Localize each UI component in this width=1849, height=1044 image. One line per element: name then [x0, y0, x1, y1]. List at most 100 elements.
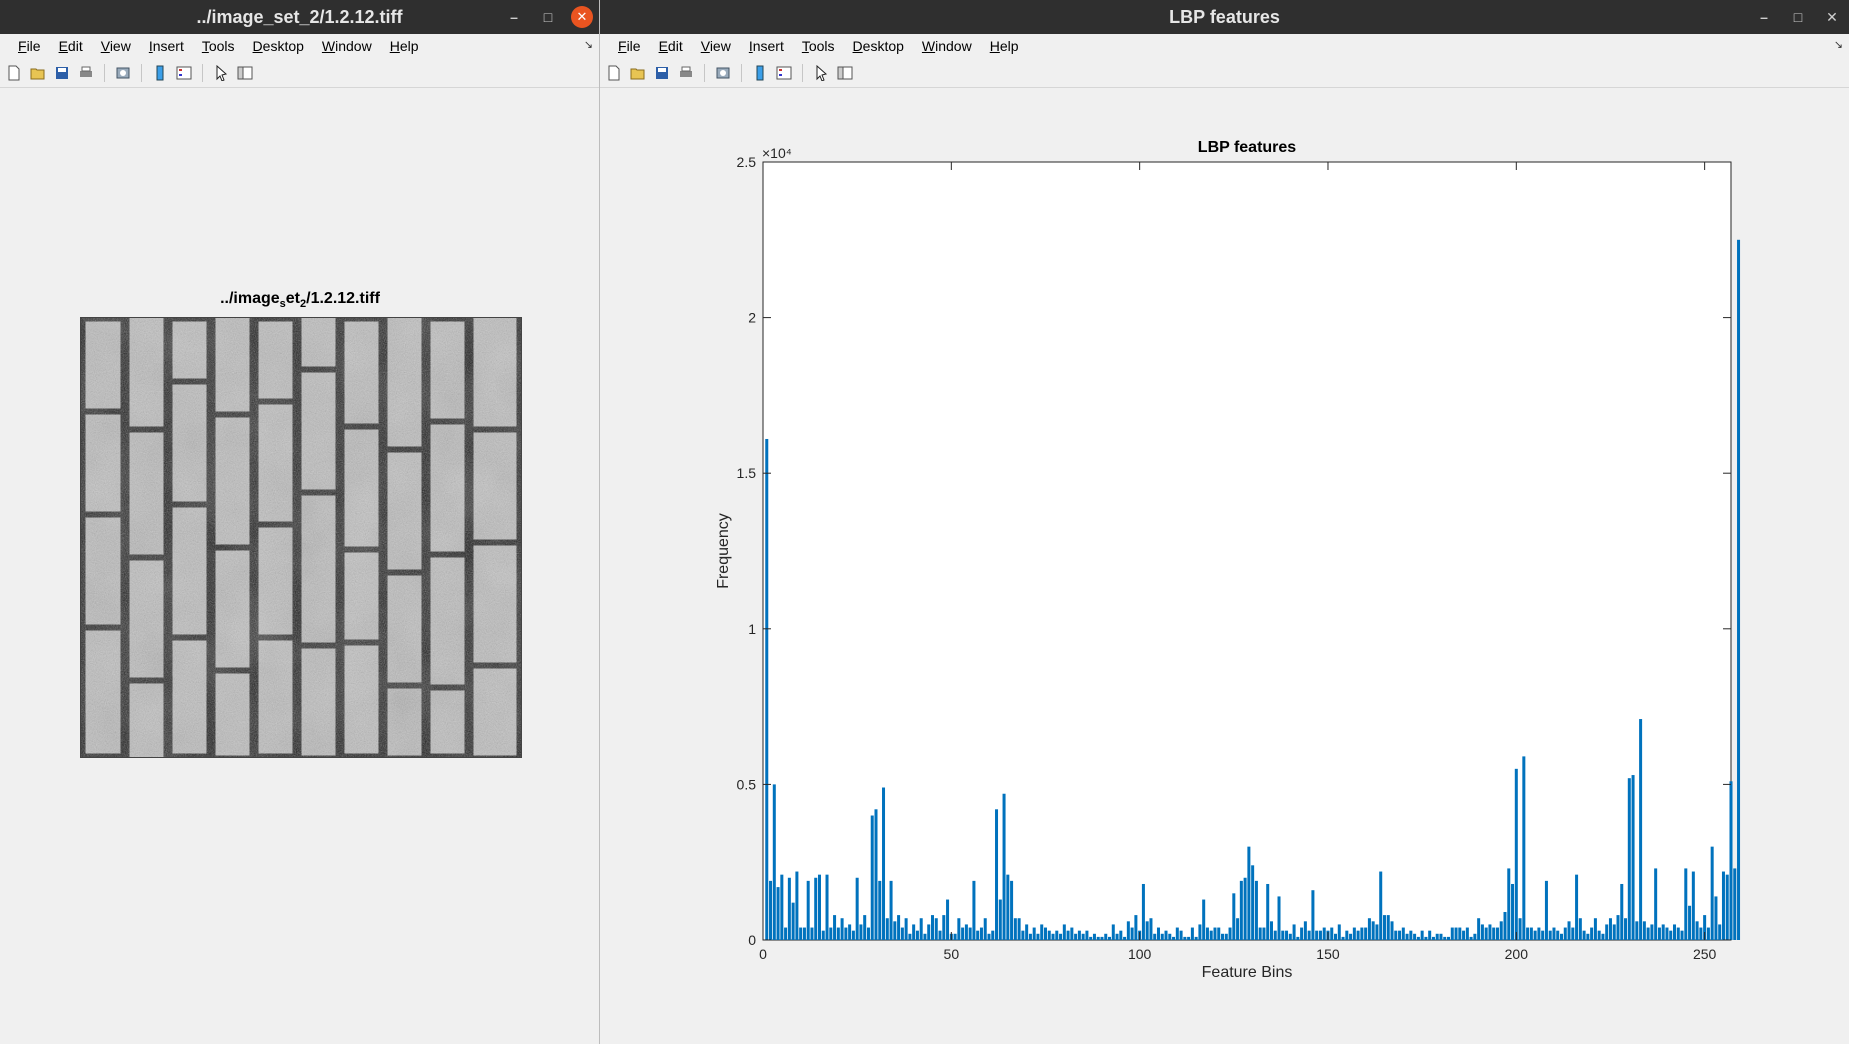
print-preview-icon[interactable] [114, 64, 132, 82]
bar [1593, 918, 1597, 940]
bar [1379, 871, 1383, 940]
bar [1051, 933, 1055, 940]
x-tick-label: 0 [759, 946, 767, 962]
print-icon[interactable] [77, 64, 95, 82]
bar [791, 902, 795, 940]
bar [1168, 933, 1172, 940]
close-icon: ✕ [1826, 8, 1838, 25]
bar [1398, 930, 1402, 940]
menu-tools[interactable]: Tools [201, 38, 235, 54]
bar [1085, 930, 1089, 940]
bar [1703, 915, 1707, 940]
bar [780, 874, 784, 940]
bar [1413, 933, 1417, 940]
bar [991, 930, 995, 940]
edit-pointer-icon[interactable] [212, 64, 230, 82]
dock-figure-icon[interactable]: ↘ [583, 39, 593, 51]
bar [1616, 915, 1620, 940]
bar [866, 927, 870, 940]
menu-tools[interactable]: Tools [801, 38, 835, 54]
bar [1454, 927, 1458, 940]
bar [1356, 930, 1360, 940]
menu-edit[interactable]: Edit [658, 38, 683, 54]
dock-figure-icon[interactable]: ↘ [1833, 39, 1843, 51]
insert-colorbar-icon[interactable] [151, 64, 169, 82]
insert-colorbar-icon[interactable] [751, 64, 769, 82]
bar [1010, 880, 1014, 940]
bar [1718, 924, 1722, 940]
x-tick-label: 250 [1693, 946, 1717, 962]
bar [1153, 933, 1157, 940]
bar [784, 927, 788, 940]
bar [1318, 930, 1322, 940]
menu-window[interactable]: Window [321, 38, 372, 54]
save-icon[interactable] [653, 64, 671, 82]
bar [1394, 930, 1398, 940]
maximize-button[interactable]: □ [1787, 6, 1809, 28]
bar [1251, 865, 1255, 940]
bar [1477, 918, 1481, 940]
menu-file[interactable]: File [618, 38, 641, 54]
bar [1123, 936, 1127, 940]
bar [1458, 927, 1462, 940]
close-button[interactable]: ✕ [571, 6, 593, 28]
menu-view[interactable]: View [100, 38, 131, 54]
bar [1179, 930, 1183, 940]
bar [1435, 933, 1439, 940]
print-icon[interactable] [677, 64, 695, 82]
open-file-icon[interactable] [629, 64, 647, 82]
insert-legend-icon[interactable] [175, 64, 193, 82]
edit-pointer-icon[interactable] [812, 64, 830, 82]
bar [1228, 927, 1232, 940]
insert-legend-icon[interactable] [775, 64, 793, 82]
right-window-titlebar[interactable]: LBP features – □ ✕ [600, 0, 1849, 34]
menu-help[interactable]: Help [989, 38, 1019, 54]
new-figure-icon[interactable] [605, 64, 623, 82]
bar [1620, 883, 1624, 940]
bar [923, 933, 927, 940]
bar [1586, 933, 1590, 940]
new-figure-icon[interactable] [5, 64, 23, 82]
bar [1017, 918, 1021, 940]
minimize-button[interactable]: – [1753, 6, 1775, 28]
bar [1070, 927, 1074, 940]
menu-window[interactable]: Window [921, 38, 972, 54]
menu-file[interactable]: File [18, 38, 41, 54]
property-inspector-icon[interactable] [236, 64, 254, 82]
bar [1108, 936, 1112, 940]
menu-view[interactable]: View [700, 38, 731, 54]
bar [870, 815, 874, 940]
bar [1499, 921, 1503, 940]
bar [946, 899, 950, 940]
bar [1341, 936, 1345, 940]
x-axis-label: Feature Bins [1202, 964, 1293, 981]
open-file-icon[interactable] [29, 64, 47, 82]
bar [1209, 930, 1213, 940]
bar [776, 887, 780, 940]
bar [878, 880, 882, 940]
menu-edit[interactable]: Edit [58, 38, 83, 54]
bar [1676, 927, 1680, 940]
bar [919, 918, 923, 940]
left-menubar: File Edit View Insert Tools Desktop Wind… [0, 34, 599, 58]
bar [1183, 936, 1187, 940]
bar [1526, 927, 1530, 940]
save-icon[interactable] [53, 64, 71, 82]
bar [787, 877, 791, 940]
minimize-button[interactable]: – [503, 6, 525, 28]
property-inspector-icon[interactable] [836, 64, 854, 82]
bar [1006, 874, 1010, 940]
maximize-button[interactable]: □ [537, 6, 559, 28]
left-window-titlebar[interactable]: ../image_set_2/1.2.12.tiff – □ ✕ [0, 0, 599, 34]
lbp-figure-window: LBP features – □ ✕ File Edit View Insert… [600, 0, 1849, 1044]
menu-help[interactable]: Help [389, 38, 419, 54]
print-preview-icon[interactable] [714, 64, 732, 82]
close-button[interactable]: ✕ [1821, 6, 1843, 28]
menu-desktop[interactable]: Desktop [252, 38, 304, 54]
menu-desktop[interactable]: Desktop [852, 38, 904, 54]
bar [1221, 933, 1225, 940]
bar [1194, 936, 1198, 940]
bar [814, 877, 818, 940]
menu-insert[interactable]: Insert [148, 38, 184, 54]
menu-insert[interactable]: Insert [748, 38, 784, 54]
